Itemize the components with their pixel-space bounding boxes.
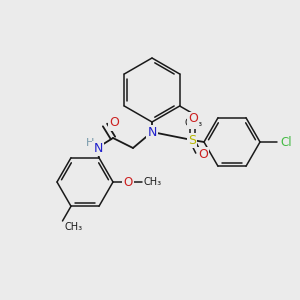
Text: CH₃: CH₃ bbox=[184, 118, 202, 128]
Text: O: O bbox=[188, 112, 198, 125]
Text: S: S bbox=[188, 134, 196, 146]
Text: N: N bbox=[93, 142, 103, 154]
Text: H: H bbox=[86, 138, 94, 148]
Text: Cl: Cl bbox=[280, 136, 292, 148]
Text: O: O bbox=[109, 116, 119, 130]
Text: O: O bbox=[198, 148, 208, 160]
Text: O: O bbox=[123, 176, 133, 188]
Text: CH₃: CH₃ bbox=[64, 222, 82, 232]
Text: CH₃: CH₃ bbox=[144, 177, 162, 187]
Text: N: N bbox=[147, 125, 157, 139]
